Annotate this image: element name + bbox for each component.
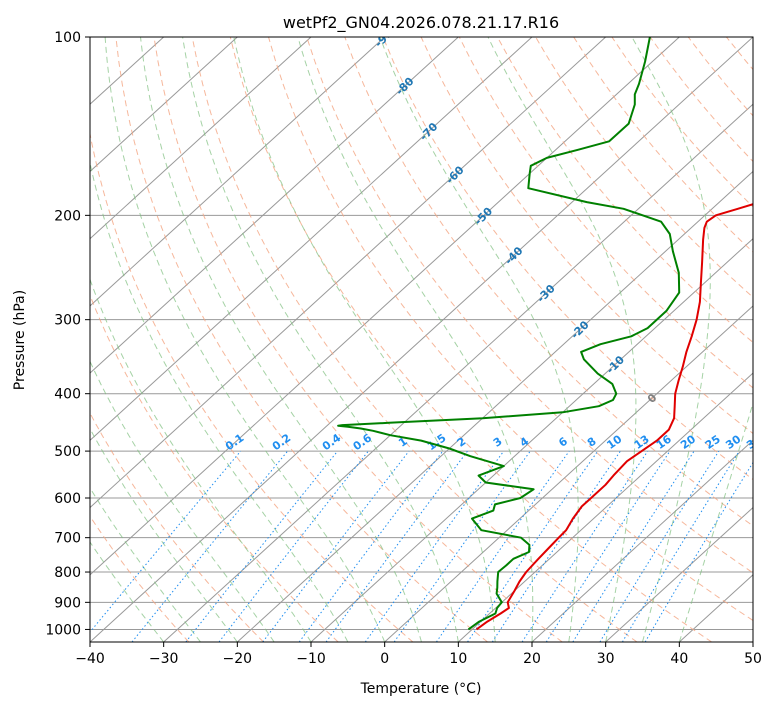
- moist-adiabat-line: [90, 427, 238, 642]
- temperature-profile-line: [475, 203, 753, 631]
- dry-adiabat-line: [344, 37, 753, 527]
- x-tick-label: −10: [296, 651, 326, 667]
- isotherm-line: [163, 103, 753, 642]
- chart-title: wetPf2_GN04.2026.078.21.17.R16: [283, 13, 559, 33]
- isotherm-line: [457, 372, 753, 642]
- mixing-ratio-line: [621, 450, 740, 642]
- y-tick-label: 400: [54, 387, 81, 403]
- mixing-ratio-label: 36: [744, 432, 764, 452]
- moist-adiabat-line: [90, 487, 201, 642]
- isotherm-line: [90, 37, 312, 240]
- mixing-ratio-line: [393, 450, 531, 642]
- dry-adiabat-line: [496, 37, 753, 344]
- isotherm-line: [236, 170, 753, 642]
- x-tick-label: −30: [149, 651, 179, 667]
- background-lines: [90, 37, 753, 642]
- mixing-ratio-line: [572, 450, 695, 642]
- isotherm-line: [90, 37, 386, 307]
- mixing-ratio-line: [298, 450, 444, 642]
- x-tick-label: 20: [523, 651, 541, 667]
- dry-adiabat-line: [90, 515, 190, 642]
- dry-adiabat-line: [115, 37, 488, 642]
- axis-ticks: −40 −30 −20 −10 0 10 20 30 40 50 100 200 300 400 500 60…: [45, 30, 762, 667]
- mixing-ratio-line: [90, 450, 242, 633]
- isotherm-line: [90, 37, 607, 509]
- x-tick-label: −40: [75, 651, 105, 667]
- mixing-ratio-line: [467, 450, 599, 642]
- isotherm-line: [605, 506, 753, 642]
- moist-adiabat-line: [140, 37, 422, 642]
- isotherm-line: [90, 37, 459, 374]
- moist-adiabat-line: [678, 401, 753, 642]
- y-tick-label: 600: [54, 491, 81, 507]
- y-tick-label: 500: [54, 444, 81, 460]
- mixing-ratio-line: [491, 450, 621, 642]
- isotherm-line: [384, 305, 753, 642]
- isotherm-line: [531, 439, 753, 642]
- moist-adiabat-line: [233, 37, 496, 642]
- mixing-ratio-line: [262, 450, 410, 642]
- moist-adiabat-line: [379, 37, 579, 642]
- moist-adiabat-line: [90, 160, 349, 642]
- y-tick-label: 800: [54, 565, 81, 581]
- dry-adiabat-line: [382, 37, 753, 481]
- moist-adiabat-line: [90, 541, 165, 642]
- moist-adiabat-line: [487, 37, 637, 642]
- mixing-ratio-line: [325, 450, 468, 642]
- x-tick-label: −20: [223, 651, 253, 667]
- isotherm-line: [310, 237, 753, 642]
- dry-adiabat-line: [90, 412, 264, 642]
- dry-adiabat-line: [191, 37, 638, 642]
- dry-adiabat-line: [153, 37, 563, 642]
- y-tick-label: 1000: [45, 622, 81, 638]
- moist-adiabat-line: [90, 360, 275, 642]
- x-tick-label: 30: [597, 651, 615, 667]
- mixing-ratio-line: [545, 450, 671, 642]
- profile-series: [337, 37, 753, 631]
- isotherm-line: [90, 37, 238, 173]
- x-tick-label: 50: [744, 651, 762, 667]
- dry-adiabat-line: [90, 131, 414, 642]
- x-tick-label: 10: [449, 651, 467, 667]
- mixing-ratio-line: [364, 450, 505, 642]
- mixing-ratio-line: [185, 450, 338, 642]
- y-tick-label: 300: [54, 313, 81, 329]
- mixing-ratio-line: [131, 450, 288, 642]
- isotherm-line: [90, 37, 533, 442]
- y-axis-label: Pressure (hPa): [12, 290, 28, 390]
- y-tick-label: 200: [54, 208, 81, 224]
- x-tick-label: 40: [670, 651, 688, 667]
- plot-frame: [89, 36, 754, 643]
- moist-adiabat-line: [104, 37, 386, 642]
- moist-adiabat-line: [90, 278, 312, 642]
- dry-adiabat-line: [268, 37, 753, 622]
- y-tick-label: 100: [54, 30, 81, 46]
- dewpoint-profile-line: [337, 37, 681, 631]
- y-tick-label: 900: [54, 595, 81, 611]
- moist-adiabat-line: [182, 37, 459, 642]
- y-tick-label: 700: [54, 531, 81, 547]
- mixing-ratio-line: [521, 450, 649, 642]
- dry-adiabat-line: [306, 37, 753, 574]
- isotherm-line: [90, 37, 680, 576]
- moist-adiabat-line: [631, 37, 711, 642]
- mixing-ratio-line: [435, 450, 570, 642]
- x-tick-label: 0: [380, 651, 389, 667]
- dry-adiabat-line: [535, 37, 753, 298]
- x-axis-label: Temperature (°C): [360, 681, 482, 697]
